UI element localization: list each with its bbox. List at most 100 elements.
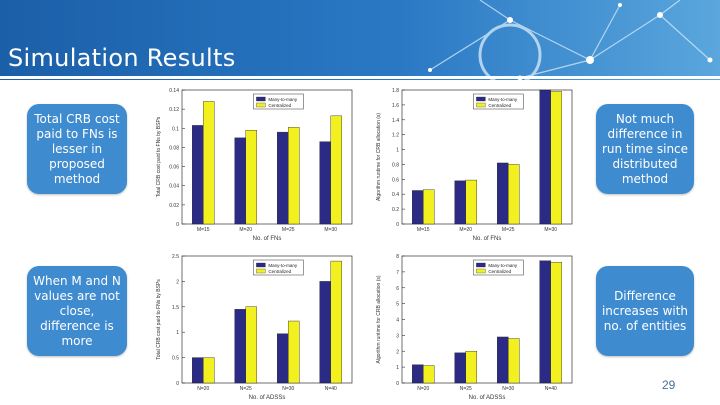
bar [465,351,478,384]
y-tick-label: 8 [396,254,399,260]
y-tick-label: 0 [396,222,399,228]
y-tick-label: 0.8 [392,162,399,168]
bar [539,89,551,225]
bar [550,91,563,225]
y-tick-label: 0.02 [169,203,179,209]
y-tick-label: 4 [396,318,399,324]
y-tick-label: 1.5 [172,305,179,311]
x-tick-label: M=20 [239,227,252,233]
x-tick-label: M=30 [544,227,557,233]
legend-swatch [256,262,266,268]
legend-swatch [476,262,486,268]
bar [276,131,289,225]
y-tick-label: 1.8 [392,88,399,94]
legend-swatch [256,102,266,108]
bar [192,125,204,225]
chart-runtime-vs-adss: 0 1 2 3 4 5 6 7 8 N=20 N=25 N=30 N=40 No. of ADSSs Alg… [372,250,584,405]
y-tick-label: 2 [396,349,399,355]
legend-swatch [256,268,266,274]
legend-label: Many-to-many [268,263,298,268]
bar [454,180,466,225]
callout-entities: Difference increases with no. of entitie… [596,266,694,356]
bar [423,365,435,384]
x-tick-label: M=15 [417,227,430,233]
x-tick-label: N=25 [460,386,472,392]
y-tick-label: 1.6 [392,103,399,109]
bar [496,336,509,384]
x-tick-label: M=25 [282,227,295,233]
y-tick-label: 1 [396,365,399,371]
bar [288,320,300,384]
y-tick-label: 0 [396,381,399,387]
legend-box [473,259,524,276]
y-tick-label: 0.08 [169,145,179,151]
y-tick-label: 5 [396,302,399,308]
bar [234,137,246,225]
legend-label: Many-to-many [268,97,298,102]
x-tick-label: N=25 [240,386,252,392]
bar [319,281,331,384]
bar [330,260,343,384]
x-axis-label: No. of ADSSs [469,395,506,401]
x-tick-label: N=20 [197,386,209,392]
chart-crb-cost-vs-fns: 0 0.02 0.04 0.06 0.08 0.1 0.12 0.14 M=15 M=20 M=25… [152,84,364,246]
legend-swatch [476,268,486,274]
y-tick-label: 0 [176,381,179,387]
chart-crb-cost-vs-adss: 0 0.5 1 1.5 2 2.5 N=20 N=25 N=30 N=40 No. of ADSSs… [152,250,364,405]
y-tick-label: 1.4 [392,118,399,124]
y-tick-label: 0.14 [169,88,179,94]
legend-swatch [256,96,266,102]
y-tick-label: 0.06 [169,165,179,171]
y-tick-label: 0.1 [172,126,179,132]
bar [454,352,466,384]
legend-label: Many-to-many [488,263,518,268]
bar [465,179,478,225]
bar [508,164,520,225]
x-tick-label: M=25 [502,227,515,233]
y-tick-label: 0.5 [172,356,179,362]
y-axis-label: Algorithm runtime for CRB allocation (s) [376,113,382,201]
y-tick-label: 0.4 [392,192,399,198]
legend-swatch [476,96,486,102]
y-tick-label: 0.2 [392,207,399,213]
y-tick-label: 0.04 [169,184,179,190]
x-axis-label: No. of FNs [473,236,502,242]
y-tick-label: 2.5 [172,254,179,260]
bar [203,357,215,384]
bar [319,141,331,225]
y-axis-label: Total CRB cost paid to FNs by BSPs [156,116,162,197]
bar [192,357,204,384]
legend-box [253,93,304,110]
bar [288,127,300,225]
x-tick-label: N=40 [325,386,337,392]
bar [203,101,215,225]
x-tick-label: M=20 [459,227,472,233]
legend-box [473,93,524,110]
network-graphic-icon [428,0,713,80]
bar [245,130,258,225]
y-tick-label: 0.12 [169,107,179,113]
page-title: Simulation Results [8,44,236,72]
x-tick-label: N=40 [545,386,557,392]
bar [234,309,246,384]
callout-run-time: Not much difference in run time since di… [596,104,694,194]
x-axis-label: No. of ADSSs [249,395,286,401]
x-tick-label: M=30 [324,227,337,233]
y-tick-label: 7 [396,270,399,276]
y-tick-label: 0 [176,222,179,228]
banner-divider [0,76,720,79]
y-tick-label: 0.6 [392,177,399,183]
legend-swatch [476,102,486,108]
y-tick-label: 3 [396,333,399,339]
x-tick-label: N=30 [502,386,514,392]
chart-runtime-vs-fns: 0 0.2 0.4 0.6 0.8 1 1.2 1.4 1.6 1.8 M=15 M=20 M=25 M=… [372,84,584,246]
bar [330,115,343,225]
y-tick-label: 1.2 [392,133,399,139]
legend-label: Centralized [488,103,511,108]
bar [412,190,424,225]
page-number: 29 [662,378,676,392]
x-tick-label: M=15 [197,227,210,233]
legend-label: Centralized [268,269,291,274]
callout-crb-cost: Total CRB cost paid to FNs is lesser in … [27,104,127,194]
legend-label: Centralized [488,269,511,274]
